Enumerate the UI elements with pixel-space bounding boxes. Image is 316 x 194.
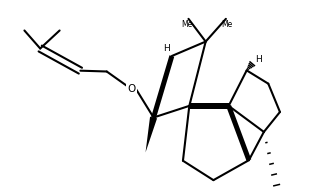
Polygon shape bbox=[146, 117, 157, 152]
Polygon shape bbox=[189, 103, 229, 109]
Text: H: H bbox=[255, 55, 262, 64]
Polygon shape bbox=[151, 55, 174, 118]
Polygon shape bbox=[226, 105, 251, 161]
Text: Me: Me bbox=[181, 20, 193, 29]
Text: Me: Me bbox=[222, 20, 233, 29]
Text: H: H bbox=[163, 44, 170, 53]
Text: O: O bbox=[128, 84, 136, 94]
